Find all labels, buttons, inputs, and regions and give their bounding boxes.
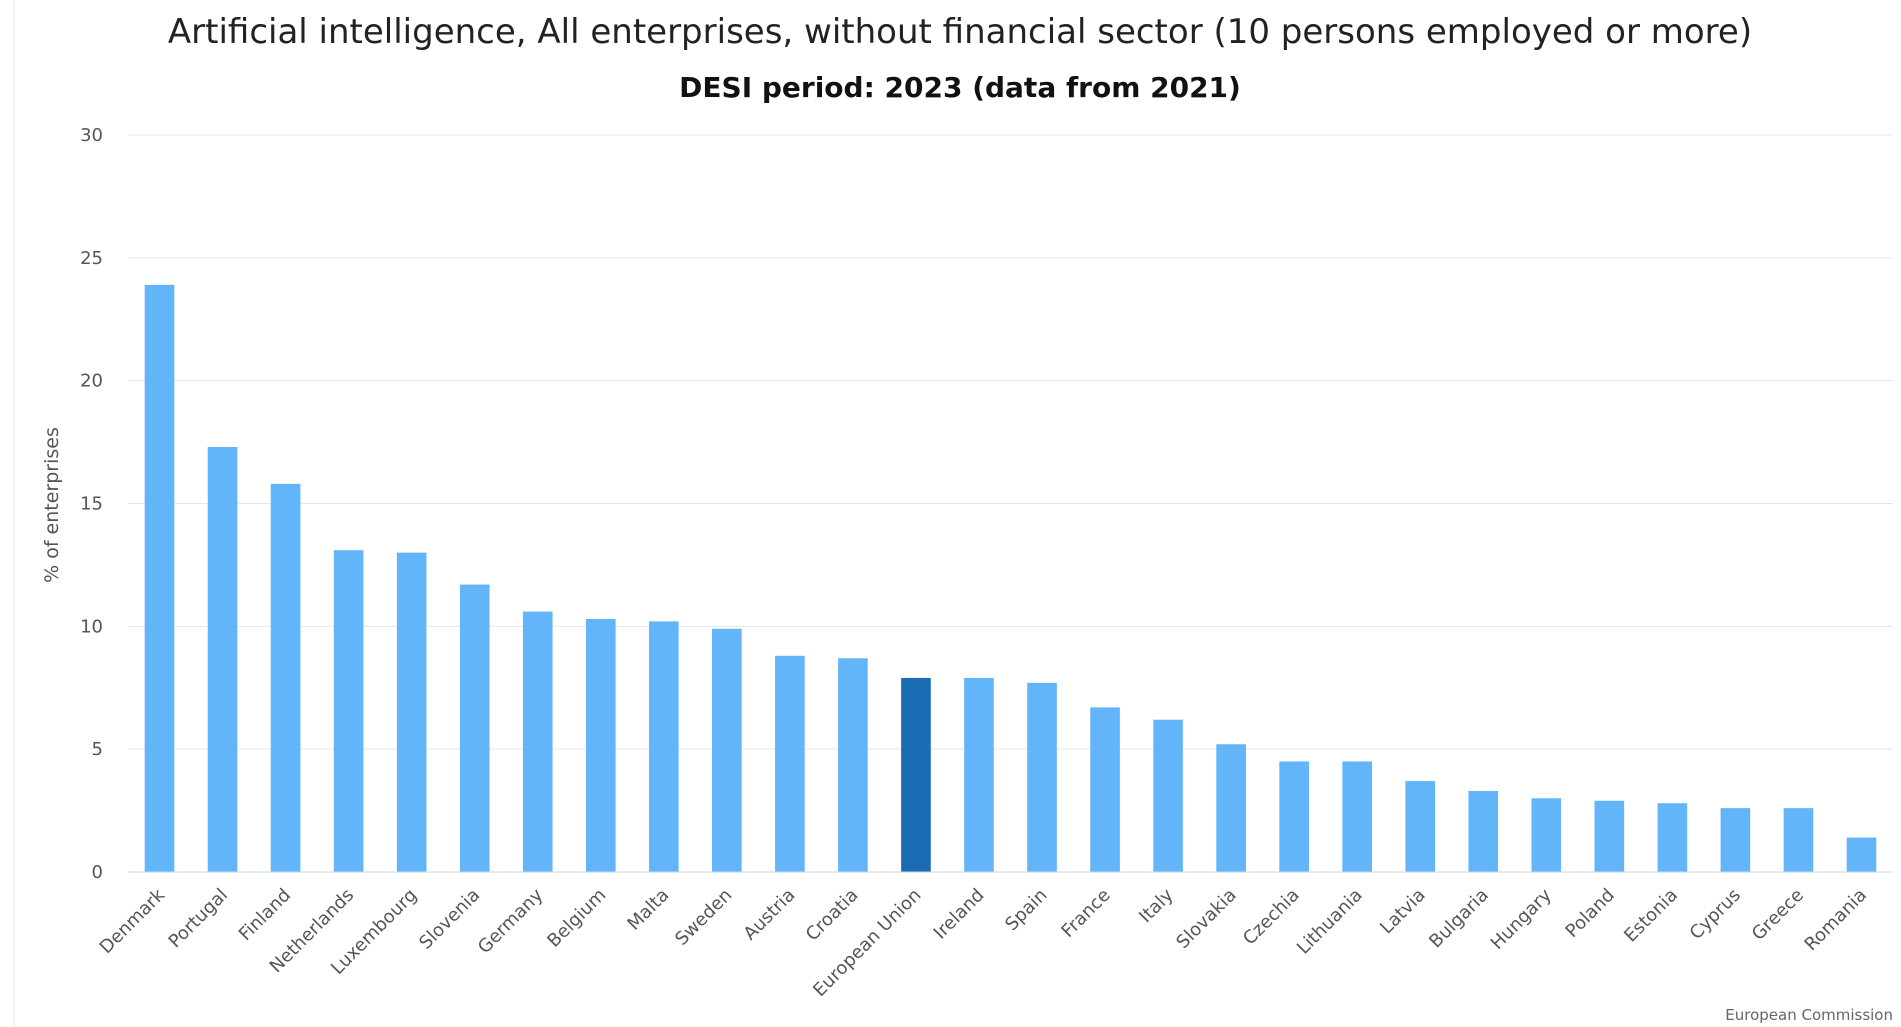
x-tick-label: France <box>1057 885 1114 942</box>
x-tick-label: Spain <box>1001 885 1051 935</box>
bar-finland[interactable] <box>270 483 301 872</box>
gridlines <box>128 134 1893 750</box>
x-tick-label: Sweden <box>671 885 736 950</box>
bar-austria[interactable] <box>775 655 805 872</box>
bar-france[interactable] <box>1090 707 1120 872</box>
x-tick-label: Ireland <box>930 885 989 944</box>
x-tick-label: Belgium <box>543 885 610 952</box>
bar-croatia[interactable] <box>838 658 868 872</box>
x-tick-label: Bulgaria <box>1425 885 1493 953</box>
bar-lithuania[interactable] <box>1342 761 1373 872</box>
bar-luxembourg[interactable] <box>396 552 427 872</box>
x-tick-label: Slovakia <box>1172 885 1240 953</box>
bar-latvia[interactable] <box>1405 781 1436 872</box>
bar-sweden[interactable] <box>712 628 742 872</box>
credits-link[interactable]: European Commission <box>1725 1006 1893 1024</box>
bars <box>144 284 1877 872</box>
chart-subtitle: DESI period: 2023 (data from 2021) <box>679 71 1241 104</box>
bar-romania[interactable] <box>1846 837 1877 872</box>
x-tick-label: Lithuania <box>1293 885 1367 959</box>
bar-ireland[interactable] <box>964 677 994 872</box>
x-tick-label: Poland <box>1562 885 1619 942</box>
y-axis-ticks: 0 5 10 15 20 25 30 <box>80 125 103 883</box>
bar-czechia[interactable] <box>1279 761 1309 872</box>
y-tick-label: 10 <box>80 616 103 637</box>
y-tick-label: 30 <box>80 125 103 146</box>
bar-estonia[interactable] <box>1657 803 1688 872</box>
bar-european-union[interactable] <box>901 677 931 872</box>
y-tick-label: 0 <box>92 862 103 883</box>
x-tick-label: Czechia <box>1239 885 1304 950</box>
x-tick-label: Greece <box>1748 885 1808 945</box>
bar-malta[interactable] <box>648 621 679 872</box>
bar-denmark[interactable] <box>144 284 175 872</box>
x-tick-label: Malta <box>623 885 673 935</box>
bar-italy[interactable] <box>1153 719 1183 872</box>
y-axis-title: % of enterprises <box>41 427 63 583</box>
bar-poland[interactable] <box>1594 800 1625 872</box>
bar-portugal[interactable] <box>207 446 238 872</box>
x-tick-label: Romania <box>1801 885 1872 956</box>
x-tick-label: Cyprus <box>1686 885 1745 944</box>
x-tick-label: Finland <box>235 885 295 945</box>
x-tick-label: Italy <box>1135 884 1178 927</box>
x-tick-label: Latvia <box>1376 885 1430 939</box>
x-tick-label: Hungary <box>1487 884 1556 953</box>
chart-title: Artificial intelligence, All enterprises… <box>168 12 1752 52</box>
y-tick-label: 5 <box>92 739 103 760</box>
bar-spain[interactable] <box>1027 682 1057 872</box>
x-tick-label: Estonia <box>1620 885 1682 947</box>
bar-belgium[interactable] <box>585 618 616 872</box>
bar-slovakia[interactable] <box>1216 744 1246 872</box>
x-tick-label: Denmark <box>96 884 170 958</box>
bar-slovenia[interactable] <box>459 584 490 872</box>
y-tick-label: 25 <box>80 248 103 269</box>
x-tick-label: Portugal <box>165 885 233 953</box>
bar-bulgaria[interactable] <box>1468 790 1499 872</box>
x-tick-label: Austria <box>740 885 800 945</box>
y-tick-label: 15 <box>80 494 103 515</box>
bar-germany[interactable] <box>522 611 553 872</box>
bar-greece[interactable] <box>1783 808 1814 872</box>
x-tick-label: Croatia <box>802 885 863 946</box>
x-tick-label: European Union <box>809 885 925 1001</box>
bar-cyprus[interactable] <box>1720 808 1751 872</box>
y-tick-label: 20 <box>80 371 103 392</box>
bar-hungary[interactable] <box>1531 798 1562 872</box>
x-tick-label: Germany <box>474 884 548 958</box>
bar-netherlands[interactable] <box>333 550 364 872</box>
